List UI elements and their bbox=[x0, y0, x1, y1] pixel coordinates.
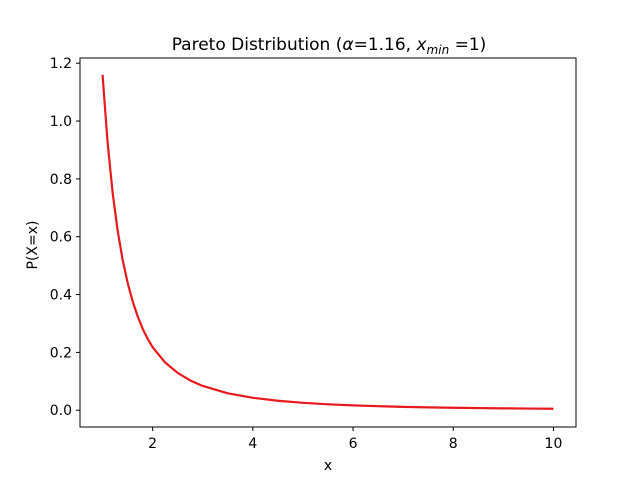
y-tick-label-1.0: 1.0 bbox=[50, 114, 72, 130]
y-tick-label-0.0: 0.0 bbox=[50, 403, 72, 419]
x-tick-label-8: 8 bbox=[449, 436, 458, 452]
y-tick-label-0.8: 0.8 bbox=[50, 172, 72, 188]
x-axis-ticks: 2 4 6 8 10 bbox=[148, 427, 562, 452]
axes-frame bbox=[79, 57, 577, 428]
y-tick-label-0.4: 0.4 bbox=[50, 288, 72, 304]
x-tick-label-2: 2 bbox=[148, 436, 157, 452]
series-line-0 bbox=[101, 74, 554, 410]
plot-area-border bbox=[79, 57, 577, 428]
y-tick-label-1.2: 1.2 bbox=[50, 56, 72, 72]
x-tick-label-10: 10 bbox=[545, 436, 563, 452]
y-axis-label: P(X=x) bbox=[25, 221, 41, 270]
y-axis-ticks: 0.0 0.2 0.4 0.6 0.8 1.0 1.2 bbox=[50, 56, 80, 419]
y-tick-label-0.6: 0.6 bbox=[50, 230, 72, 246]
x-tick-label-6: 6 bbox=[349, 436, 358, 452]
chart-title: Pareto Distribution (α=1.16, xmin =1) bbox=[172, 35, 487, 57]
x-axis-label: x bbox=[324, 458, 332, 474]
y-tick-label-0.2: 0.2 bbox=[50, 345, 72, 361]
series-layer bbox=[101, 74, 554, 410]
x-tick-label-4: 4 bbox=[248, 436, 257, 452]
